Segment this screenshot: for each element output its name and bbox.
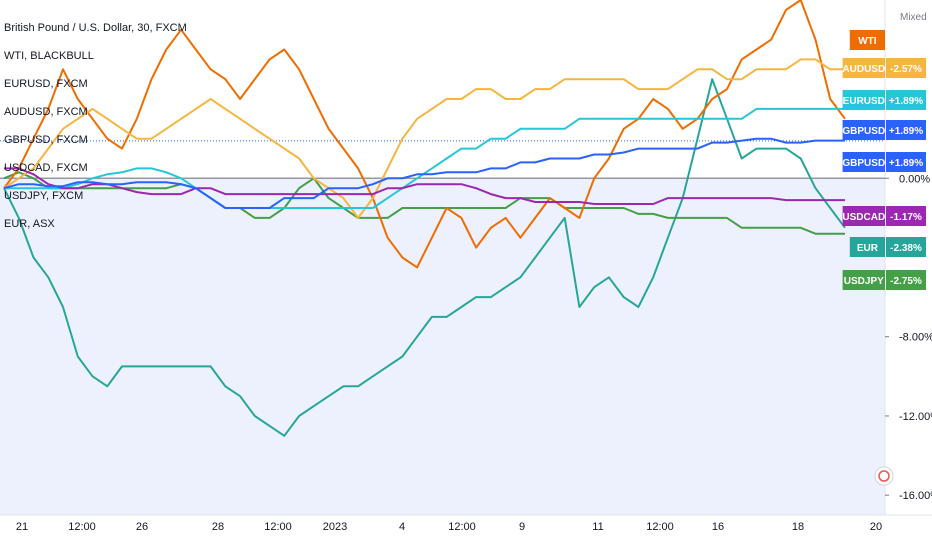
badge-value-bg xyxy=(886,237,926,257)
badge-label-bg xyxy=(842,152,885,172)
badge-value: -2.38% xyxy=(890,243,922,254)
x-tick-label: 26 xyxy=(136,521,148,533)
x-tick-label: 20 xyxy=(870,521,882,533)
badge-value: -2.57% xyxy=(890,64,922,75)
y-tick-label: -12.00% xyxy=(899,411,932,423)
badge-value-bg xyxy=(886,152,926,172)
x-tick-label: 12:00 xyxy=(68,521,96,533)
badge-label: EURUSD xyxy=(843,96,885,107)
badge-value-bg xyxy=(886,270,926,290)
x-tick-label: 11 xyxy=(592,521,603,533)
badge-gbpusd[interactable]: GBPUSD +1.89% xyxy=(842,120,926,140)
legend-item-audusd[interactable]: AUDUSD, FXCM xyxy=(4,106,88,118)
badge-label-bg xyxy=(842,120,885,140)
x-tick-label: 16 xyxy=(712,521,724,533)
badge-value-bg xyxy=(886,120,926,140)
badge-eur[interactable]: EUR -2.38% xyxy=(849,237,926,257)
y-tick-label: 0.00% xyxy=(899,173,930,185)
x-tick-label: 21 xyxy=(16,521,28,533)
badge-eurusd[interactable]: EURUSD +1.89% xyxy=(842,90,926,110)
badge-label: USDJPY xyxy=(844,276,884,287)
y-tick-label: -8.00% xyxy=(899,332,932,344)
badge-label: AUDUSD xyxy=(842,64,885,75)
x-tick-label: 12:00 xyxy=(646,521,674,533)
badge-usdcad[interactable]: USDCAD -1.17% xyxy=(842,206,926,226)
x-tick-label: 9 xyxy=(519,521,525,533)
scale-mode-label[interactable]: Mixed xyxy=(900,12,927,23)
series-line-gbpusd[interactable] xyxy=(3,137,845,209)
legend-item-eur[interactable]: EUR, ASX xyxy=(4,218,55,230)
badge-value: +1.89% xyxy=(889,158,923,169)
badge-usdjpy[interactable]: USDJPY -2.75% xyxy=(842,270,926,290)
x-tick-label: 18 xyxy=(792,521,804,533)
legend-item-usdjpy[interactable]: USDJPY, FXCM xyxy=(4,190,84,202)
badge-value: -2.75% xyxy=(890,276,922,287)
badge-label: GBPUSD xyxy=(842,158,885,169)
x-tick-label: 12:00 xyxy=(448,521,476,533)
badge-value: +1.89% xyxy=(889,96,923,107)
series-line-audusd[interactable] xyxy=(3,58,845,219)
x-tick-label: 28 xyxy=(212,521,224,533)
chart-title[interactable]: British Pound / U.S. Dollar, 30, FXCM xyxy=(4,22,187,34)
badge-gbpusd-price[interactable]: GBPUSD +1.89% xyxy=(842,152,926,172)
series-line-usdcad[interactable] xyxy=(4,167,845,205)
badge-label-bg xyxy=(849,237,885,257)
badge-value-bg xyxy=(886,90,926,110)
x-tick-label: 4 xyxy=(399,521,405,533)
legend-item-wti[interactable]: WTI, BLACKBULL xyxy=(4,50,94,62)
badge-label: GBPUSD xyxy=(842,126,885,137)
badge-wti[interactable]: WTI xyxy=(849,30,885,50)
series-line-usdjpy[interactable] xyxy=(3,171,845,235)
badge-label-bg xyxy=(849,30,885,50)
badge-label-bg xyxy=(842,270,885,290)
x-tick-label: 2023 xyxy=(323,521,347,533)
legend-item-eurusd[interactable]: EURUSD, FXCM xyxy=(4,78,88,90)
watermark-logo-icon xyxy=(874,466,894,486)
legend-item-gbpusd[interactable]: GBPUSD, FXCM xyxy=(4,134,88,146)
legend-item-usdcad[interactable]: USDCAD, FXCM xyxy=(4,162,88,174)
badge-value: +1.89% xyxy=(889,126,923,137)
negative-area-fill xyxy=(0,178,885,515)
badge-label-bg xyxy=(842,90,885,110)
legend: British Pound / U.S. Dollar, 30, FXCM WT… xyxy=(4,20,187,238)
badge-label: USDCAD xyxy=(842,212,885,223)
watermark-logo-ring xyxy=(878,470,890,482)
x-tick-label: 12:00 xyxy=(264,521,292,533)
badge-label-bg xyxy=(842,206,885,226)
badge-value-bg xyxy=(886,58,926,78)
badge-value-bg xyxy=(886,206,926,226)
series-line-wti[interactable] xyxy=(3,0,846,269)
y-tick-label: -16.00% xyxy=(899,490,932,502)
badge-label: EUR xyxy=(857,243,879,254)
badge-label: WTI xyxy=(858,36,877,47)
badge-value: -1.17% xyxy=(890,212,922,223)
badge-label-bg xyxy=(842,58,885,78)
badge-audusd[interactable]: AUDUSD -2.57% xyxy=(842,58,926,78)
